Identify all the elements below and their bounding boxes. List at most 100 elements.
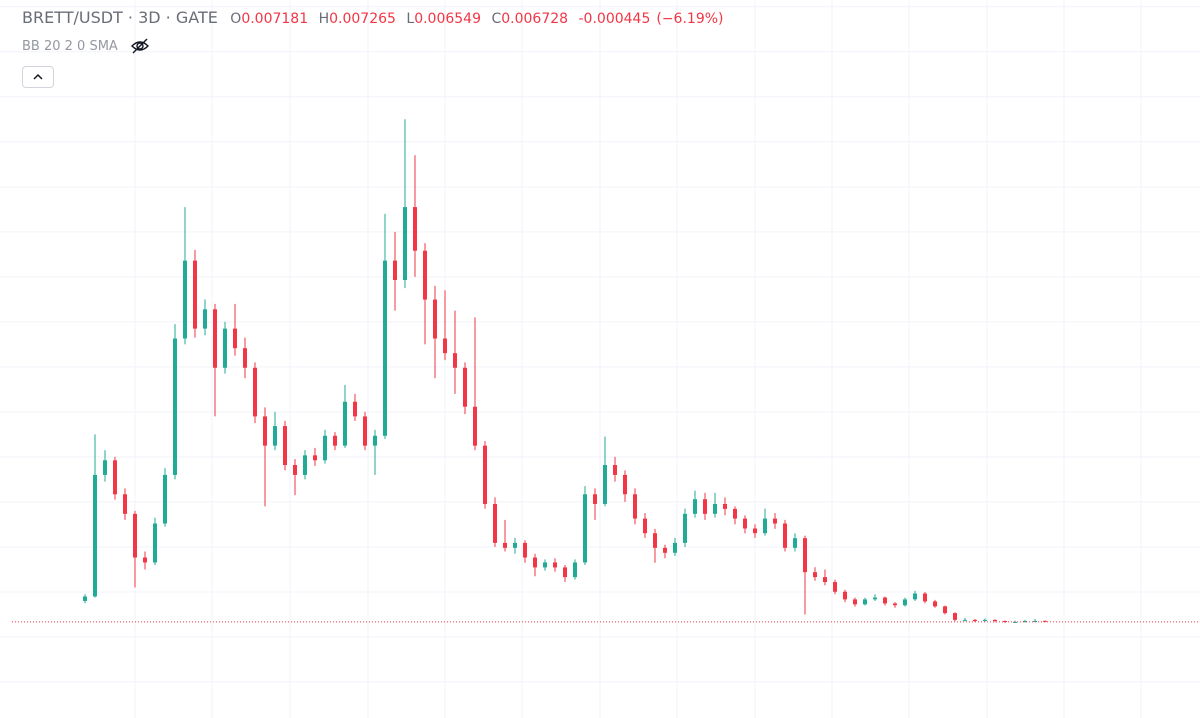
candle-body: [263, 416, 267, 446]
candle-body: [163, 474, 167, 524]
candle-body: [193, 260, 197, 329]
candle-body: [383, 260, 387, 436]
candle-body: [393, 260, 397, 280]
candle-body: [303, 455, 307, 475]
candle-body: [403, 207, 407, 280]
candle-body: [663, 547, 667, 553]
candle-body: [733, 508, 737, 519]
candle-body: [203, 309, 207, 329]
candle-body: [923, 593, 927, 602]
candle-body: [173, 338, 177, 475]
candle-body: [973, 619, 977, 621]
ohlc-key: C: [491, 11, 502, 27]
candle-body: [123, 494, 127, 514]
change: -0.000445: [578, 11, 651, 27]
candle-body: [833, 582, 837, 592]
candle-body: [443, 338, 447, 354]
candle-body: [213, 309, 217, 368]
candle-body: [993, 619, 997, 621]
indicator-label: BB 20 2 0 SMA: [22, 38, 118, 54]
candle-body: [773, 518, 777, 524]
candle-body: [933, 601, 937, 607]
candle-body: [613, 465, 617, 475]
candle-body: [743, 518, 747, 529]
candle-body: [153, 523, 157, 563]
candle-body: [943, 606, 947, 614]
candle-body: [273, 426, 277, 446]
collapse-button[interactable]: [22, 66, 54, 88]
candle-body: [853, 599, 857, 605]
candle-body: [133, 513, 137, 558]
candle-body: [93, 474, 97, 597]
candle-body: [583, 494, 587, 563]
candle-body: [823, 577, 827, 583]
candle-body: [83, 596, 87, 601]
ohlc-key: H: [318, 11, 330, 27]
candle-body: [843, 591, 847, 600]
candle-body: [233, 328, 237, 349]
candle-body: [1043, 620, 1047, 622]
candle-body: [683, 513, 687, 543]
candle-body: [323, 435, 327, 461]
indicator[interactable]: BB 20 2 0 SMA: [22, 38, 150, 54]
change-percent: (−6.19%): [656, 11, 724, 27]
candle-body: [333, 435, 337, 446]
v-grid: [134, 0, 1142, 718]
candle-body: [983, 619, 987, 621]
candle-body: [543, 562, 547, 568]
candle-body: [873, 597, 877, 600]
candle-body: [793, 538, 797, 548]
candle-body: [883, 597, 887, 604]
candle-body: [713, 503, 717, 514]
candle-body: [423, 250, 427, 300]
candle-body: [913, 593, 917, 600]
candle-body: [903, 599, 907, 606]
legend: BRETT/USDT · 3D · GATE O0.007181 H0.0072…: [22, 8, 730, 27]
candle-body: [723, 503, 727, 509]
ohlc-key: O: [230, 11, 242, 27]
candle-body: [293, 465, 297, 475]
candle-body: [483, 445, 487, 504]
candle-body: [413, 207, 417, 251]
candle-body: [803, 538, 807, 573]
candle-body: [783, 523, 787, 548]
candle-body: [633, 494, 637, 519]
candle-body: [533, 557, 537, 568]
candle-body: [523, 542, 527, 558]
candle-body: [253, 367, 257, 417]
candle-body: [1013, 621, 1017, 623]
candle-body: [113, 460, 117, 495]
candle-body: [703, 499, 707, 514]
candle-body: [573, 562, 577, 578]
candle-body: [1023, 620, 1027, 622]
candle-body: [553, 562, 557, 568]
candle-body: [753, 528, 757, 534]
candle-body: [283, 426, 287, 466]
ohlc-value: 0.006728: [501, 11, 569, 27]
chevron-up: [33, 73, 43, 80]
candle-body: [313, 455, 317, 461]
symbol-title: BRETT/USDT · 3D · GATE: [22, 8, 218, 27]
candle-body: [863, 599, 867, 605]
candle-body: [563, 567, 567, 578]
ohlc-key: L: [406, 11, 415, 27]
candle-body: [653, 533, 657, 548]
candle-body: [623, 474, 627, 495]
candle-body: [893, 603, 897, 606]
candle-body: [373, 435, 377, 446]
ohlc-value: 0.006549: [414, 11, 481, 27]
candle-body: [143, 557, 147, 563]
candle-body: [643, 518, 647, 534]
candle-body: [433, 299, 437, 339]
candle-body: [593, 494, 597, 504]
candle-body: [493, 503, 497, 543]
candle-body: [503, 542, 507, 548]
candle-body: [603, 465, 607, 504]
candle-body: [343, 401, 347, 446]
ohlc-value: 0.007265: [329, 11, 396, 27]
hide-icon[interactable]: [130, 38, 150, 54]
candle-body: [693, 499, 697, 514]
ohlc-value: 0.007181: [241, 11, 309, 27]
